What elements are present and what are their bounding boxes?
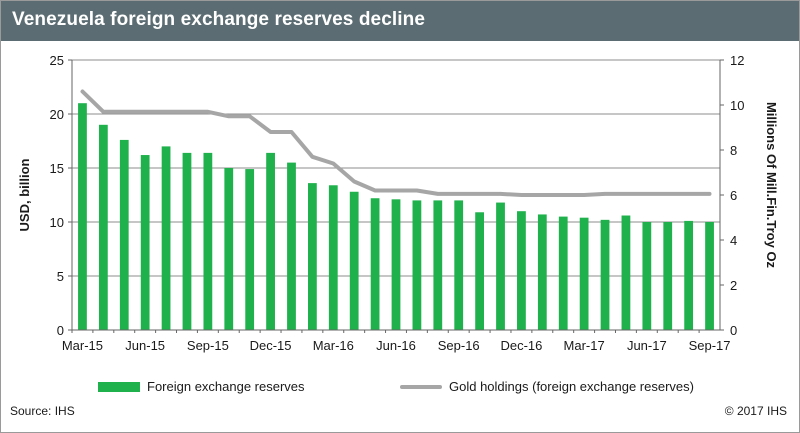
y-axis-title: USD, billion xyxy=(17,158,32,231)
bar-reserves xyxy=(307,183,317,330)
x-tick-label: Sep-15 xyxy=(187,338,229,353)
legend-label-gold: Gold holdings (foreign exchange reserves… xyxy=(449,379,694,394)
legend-swatch-reserves xyxy=(98,382,140,392)
y-tick-label: 5 xyxy=(57,269,64,284)
bar-reserves xyxy=(370,198,380,330)
bar-reserves xyxy=(161,146,171,330)
source-note: Source: IHS xyxy=(10,404,75,418)
y2-tick-label: 4 xyxy=(730,233,737,248)
x-tick-label: Mar-15 xyxy=(62,338,103,353)
bar-reserves xyxy=(78,103,87,330)
bar-reserves xyxy=(496,202,505,330)
series-line-gold xyxy=(80,89,712,197)
chart-title: Venezuela foreign exchange reserves decl… xyxy=(12,9,425,30)
bar-reserves xyxy=(433,200,443,330)
x-tick-label: Sep-17 xyxy=(689,338,731,353)
bar-reserves xyxy=(475,212,485,330)
x-tick-label: Dec-16 xyxy=(500,338,542,353)
bar-reserves xyxy=(203,152,213,330)
y-tick-label: 10 xyxy=(50,215,64,230)
bar-reserves xyxy=(558,216,568,330)
x-tick-label: Dec-15 xyxy=(250,338,292,353)
bar-reserves xyxy=(517,211,526,330)
bar-reserves xyxy=(537,214,547,330)
legend-label-reserves: Foreign exchange reserves xyxy=(147,379,305,394)
bar-reserves xyxy=(140,155,150,330)
bar-reserves xyxy=(579,217,589,330)
bar-reserves xyxy=(182,152,192,330)
y-tick-label: 20 xyxy=(50,107,64,122)
bar-reserves xyxy=(328,185,338,330)
y-tick-label: 0 xyxy=(57,323,64,338)
bar-reserves xyxy=(266,152,275,330)
bar-reserves xyxy=(245,169,255,330)
bar-reserves xyxy=(705,222,714,330)
x-tick-label: Sep-16 xyxy=(438,338,480,353)
bar-reserves xyxy=(119,139,129,330)
x-tick-label: Jun-16 xyxy=(376,338,416,353)
bar-reserves xyxy=(287,162,296,330)
y-tick-label: 25 xyxy=(50,53,64,68)
y2-tick-label: 10 xyxy=(730,98,744,113)
bar-reserves xyxy=(600,219,610,330)
legend-swatch-gold xyxy=(400,385,442,389)
bar-reserves xyxy=(663,222,673,330)
y2-tick-label: 6 xyxy=(730,188,737,203)
legend-item-gold: Gold holdings (foreign exchange reserves… xyxy=(400,377,730,397)
bar-reserves xyxy=(349,191,359,330)
bar-reserves xyxy=(454,200,464,330)
x-tick-label: Mar-17 xyxy=(564,338,605,353)
bar-reserves xyxy=(391,199,401,330)
bar-reserves xyxy=(684,220,694,330)
title-bar: Venezuela foreign exchange reserves decl… xyxy=(1,1,799,41)
legend-item-reserves: Foreign exchange reserves xyxy=(98,377,358,397)
bar-reserves xyxy=(224,168,234,330)
y2-tick-label: 8 xyxy=(730,143,737,158)
x-tick-label: Jun-15 xyxy=(125,338,165,353)
bar-reserves xyxy=(621,215,631,330)
y2-tick-label: 2 xyxy=(730,278,737,293)
x-tick-label: Mar-16 xyxy=(313,338,354,353)
y2-tick-label: 12 xyxy=(730,53,744,68)
copyright-note: © 2017 IHS xyxy=(724,404,787,418)
bar-reserves xyxy=(412,200,422,330)
y-tick-label: 15 xyxy=(50,161,64,176)
x-tick-label: Jun-17 xyxy=(627,338,667,353)
y2-tick-label: 0 xyxy=(730,323,737,338)
y2-axis-title: Millions Of Mill.Fin.Troy Oz xyxy=(764,102,779,269)
bar-reserves xyxy=(98,124,108,330)
bar-reserves xyxy=(642,222,652,330)
